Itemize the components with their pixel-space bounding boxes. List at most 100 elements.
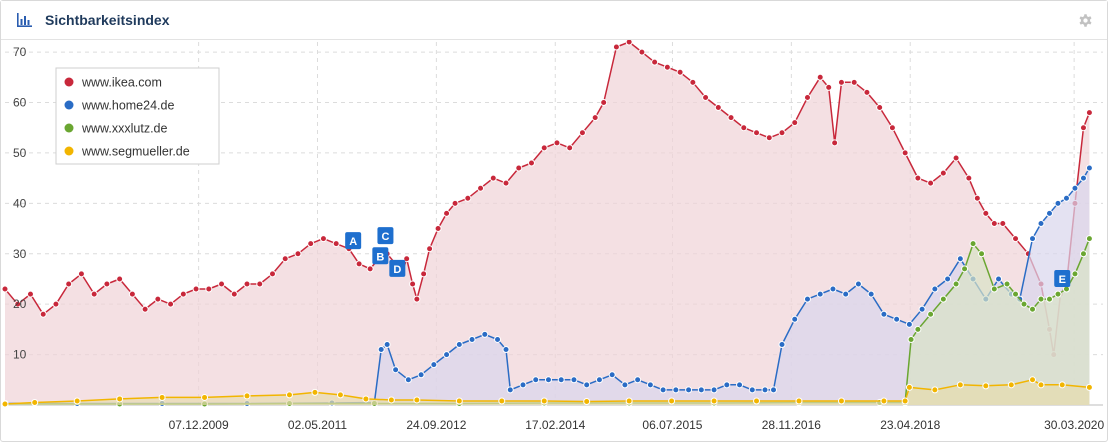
data-point[interactable]: [803, 295, 811, 303]
data-point[interactable]: [867, 290, 875, 298]
data-point[interactable]: [697, 386, 705, 394]
data-point[interactable]: [311, 388, 319, 396]
data-point[interactable]: [829, 285, 837, 293]
data-point[interactable]: [1085, 109, 1093, 117]
data-point[interactable]: [39, 310, 47, 318]
data-point[interactable]: [591, 114, 599, 122]
data-point[interactable]: [795, 397, 803, 405]
data-point[interactable]: [506, 386, 514, 394]
data-point[interactable]: [1062, 194, 1070, 202]
data-point[interactable]: [540, 144, 548, 152]
data-point[interactable]: [1046, 295, 1054, 303]
data-point[interactable]: [481, 330, 489, 338]
data-point[interactable]: [831, 139, 839, 147]
data-point[interactable]: [1003, 280, 1011, 288]
data-point[interactable]: [1085, 235, 1093, 243]
data-point[interactable]: [404, 376, 412, 384]
data-point[interactable]: [413, 295, 421, 303]
data-point[interactable]: [583, 381, 591, 389]
data-point[interactable]: [167, 300, 175, 308]
data-point[interactable]: [179, 290, 187, 298]
data-point[interactable]: [409, 280, 417, 288]
data-point[interactable]: [141, 305, 149, 313]
event-marker-c[interactable]: C: [377, 227, 394, 245]
data-point[interactable]: [651, 58, 659, 66]
data-point[interactable]: [905, 320, 913, 328]
data-point[interactable]: [854, 280, 862, 288]
data-point[interactable]: [905, 383, 913, 391]
data-point[interactable]: [578, 129, 586, 137]
data-point[interactable]: [128, 290, 136, 298]
data-point[interactable]: [625, 40, 633, 46]
data-point[interactable]: [995, 275, 1003, 283]
data-point[interactable]: [430, 361, 438, 369]
data-point[interactable]: [901, 397, 909, 405]
data-point[interactable]: [294, 250, 302, 258]
data-point[interactable]: [205, 285, 213, 293]
data-point[interactable]: [837, 397, 845, 405]
data-point[interactable]: [927, 179, 935, 187]
data-point[interactable]: [544, 376, 552, 384]
data-point[interactable]: [791, 119, 799, 127]
data-point[interactable]: [1054, 290, 1062, 298]
data-point[interactable]: [1012, 235, 1020, 243]
legend-item[interactable]: www.ikea.com: [64, 76, 162, 90]
data-point[interactable]: [426, 245, 434, 253]
data-point[interactable]: [973, 194, 981, 202]
data-point[interactable]: [65, 280, 73, 288]
data-point[interactable]: [1029, 376, 1037, 384]
data-point[interactable]: [468, 335, 476, 343]
data-point[interactable]: [268, 270, 276, 278]
data-point[interactable]: [1054, 199, 1062, 207]
data-point[interactable]: [387, 396, 395, 404]
data-point[interactable]: [689, 78, 697, 86]
data-point[interactable]: [1020, 300, 1028, 308]
data-point[interactable]: [990, 220, 998, 227]
data-point[interactable]: [740, 124, 748, 132]
data-point[interactable]: [527, 159, 535, 167]
data-point[interactable]: [625, 397, 633, 405]
data-point[interactable]: [477, 184, 485, 192]
event-marker-box[interactable]: [372, 247, 389, 265]
data-point[interactable]: [362, 395, 370, 403]
data-point[interactable]: [319, 235, 327, 243]
data-point[interactable]: [638, 48, 646, 56]
data-point[interactable]: [876, 104, 884, 112]
data-point[interactable]: [52, 300, 60, 308]
data-point[interactable]: [956, 381, 964, 389]
data-point[interactable]: [243, 280, 251, 288]
legend-item[interactable]: www.segmueller.de: [64, 145, 190, 159]
data-point[interactable]: [532, 376, 540, 384]
data-point[interactable]: [918, 305, 926, 313]
data-point[interactable]: [1037, 381, 1045, 389]
data-point[interactable]: [893, 315, 901, 323]
data-point[interactable]: [901, 149, 909, 157]
data-point[interactable]: [307, 240, 315, 248]
data-point[interactable]: [455, 397, 463, 405]
event-marker-box[interactable]: [377, 227, 394, 245]
data-point[interactable]: [791, 315, 799, 323]
data-point[interactable]: [770, 386, 778, 394]
data-point[interactable]: [413, 396, 421, 404]
data-point[interactable]: [944, 275, 952, 283]
data-point[interactable]: [1079, 124, 1087, 132]
data-point[interactable]: [710, 397, 718, 405]
data-point[interactable]: [201, 393, 209, 401]
data-point[interactable]: [931, 285, 939, 293]
data-point[interactable]: [73, 397, 81, 405]
data-point[interactable]: [1079, 174, 1087, 182]
data-point[interactable]: [907, 335, 915, 343]
gear-icon[interactable]: [1078, 13, 1093, 28]
data-point[interactable]: [646, 381, 654, 389]
data-point[interactable]: [116, 395, 124, 403]
data-point[interactable]: [230, 290, 238, 298]
data-point[interactable]: [748, 386, 756, 394]
data-point[interactable]: [570, 376, 578, 384]
data-point[interactable]: [778, 341, 786, 348]
data-point[interactable]: [634, 376, 642, 384]
data-point[interactable]: [816, 290, 824, 298]
data-point[interactable]: [502, 346, 510, 354]
data-point[interactable]: [1079, 250, 1087, 258]
data-point[interactable]: [982, 209, 990, 217]
data-point[interactable]: [999, 220, 1007, 227]
